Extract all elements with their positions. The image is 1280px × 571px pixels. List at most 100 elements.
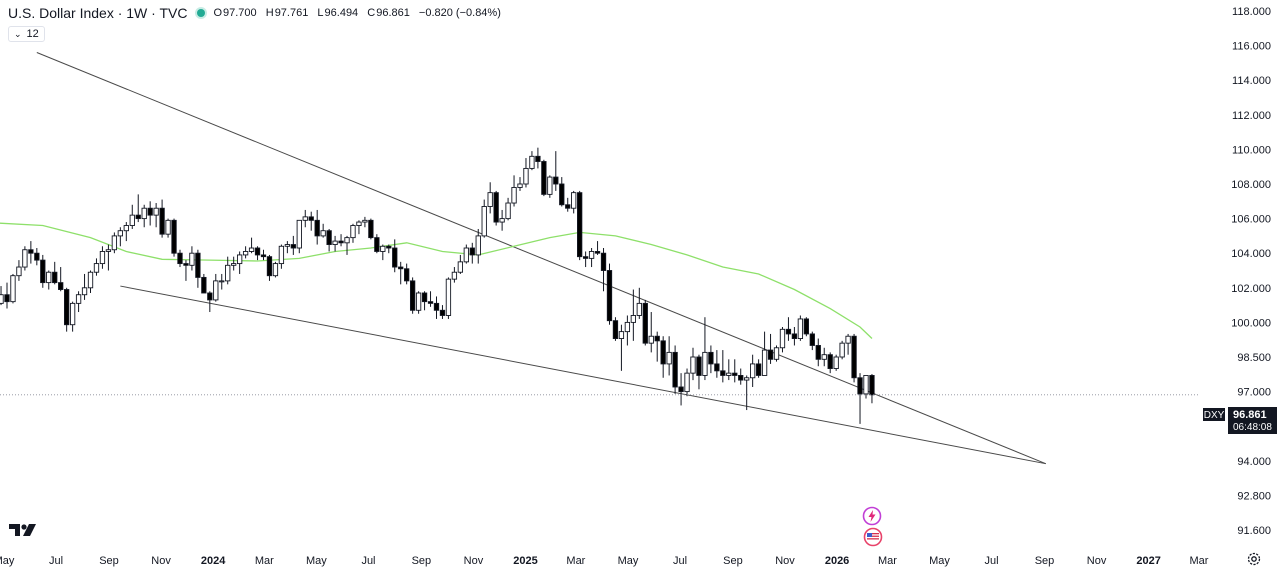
candle-body-down bbox=[827, 354, 833, 369]
candle bbox=[744, 375, 750, 411]
candle bbox=[618, 324, 625, 371]
candle-body-up bbox=[231, 263, 237, 266]
candle bbox=[398, 261, 404, 285]
candle-body-up bbox=[684, 372, 690, 393]
candle-body-up bbox=[517, 183, 523, 188]
candle bbox=[75, 291, 82, 313]
candle-body-up bbox=[457, 261, 464, 273]
candle bbox=[469, 242, 475, 264]
candlestick-series bbox=[0, 147, 875, 424]
candle-body-up bbox=[547, 176, 553, 195]
candle bbox=[815, 338, 821, 367]
symbol-tag-bg bbox=[1203, 408, 1225, 421]
candle-body-down bbox=[427, 301, 434, 304]
tradingview-logo-icon[interactable] bbox=[9, 522, 37, 538]
candle-body-down bbox=[869, 375, 875, 396]
trendline-2[interactable] bbox=[120, 285, 1046, 465]
x-tick-label: Nov bbox=[1087, 555, 1107, 567]
candle-body-down bbox=[815, 345, 821, 360]
market-open-dot-icon bbox=[197, 9, 206, 17]
lightning-event-icon[interactable] bbox=[862, 506, 882, 526]
candle bbox=[439, 305, 446, 319]
candle bbox=[535, 147, 541, 169]
trendline-1[interactable] bbox=[36, 52, 1046, 465]
candle bbox=[571, 190, 577, 214]
candle-body-down bbox=[791, 333, 798, 339]
candle-body-down bbox=[266, 256, 273, 277]
candle bbox=[445, 277, 452, 319]
candle bbox=[642, 299, 648, 346]
candle bbox=[660, 336, 666, 378]
us-flag-event-icon[interactable] bbox=[862, 527, 884, 547]
candle-body-up bbox=[242, 251, 249, 256]
candle-body-down bbox=[326, 230, 332, 246]
candle bbox=[720, 350, 726, 383]
candle-body-up bbox=[648, 335, 654, 344]
candle-body-down bbox=[290, 244, 296, 249]
x-tick-label: 2026 bbox=[825, 555, 849, 567]
candle-body-up bbox=[690, 356, 696, 374]
candle-body-down bbox=[600, 252, 607, 271]
candle bbox=[869, 374, 875, 404]
trendlines[interactable] bbox=[36, 52, 1046, 465]
price-axis[interactable]: 118.000 116.000 114.000 112.000 110.000 108.0… bbox=[1231, 6, 1271, 537]
candle bbox=[463, 244, 469, 264]
candle-body-up bbox=[141, 207, 147, 220]
candle bbox=[123, 222, 129, 242]
candle-body-up bbox=[10, 275, 16, 303]
symbol-header[interactable]: U.S. Dollar Index · 1W · TVC O97.700 H97… bbox=[8, 4, 507, 22]
candle-body-up bbox=[356, 221, 362, 226]
candle bbox=[672, 345, 678, 394]
candle bbox=[547, 175, 553, 198]
chevron-down-icon[interactable]: ⌄ bbox=[14, 28, 22, 39]
candle bbox=[409, 277, 416, 314]
candle bbox=[630, 289, 636, 341]
x-tick-label: Jul bbox=[49, 555, 63, 567]
candle-body-down bbox=[696, 356, 702, 376]
candle bbox=[28, 241, 34, 264]
candle bbox=[505, 197, 511, 221]
candle bbox=[684, 368, 690, 397]
candle-body-down bbox=[803, 318, 809, 335]
y-tick-label: 106.000 bbox=[1231, 214, 1271, 226]
candle-body-up bbox=[213, 280, 219, 301]
candle bbox=[451, 267, 458, 283]
indicator-legend[interactable]: ⌄ 12 bbox=[8, 26, 45, 42]
gear-icon[interactable] bbox=[1246, 551, 1262, 567]
candle-body-up bbox=[487, 192, 493, 207]
candle bbox=[827, 352, 833, 374]
y-tick-label: 110.000 bbox=[1232, 144, 1271, 156]
candle-body-down bbox=[28, 249, 34, 254]
candle-body-up bbox=[93, 263, 100, 273]
candle bbox=[481, 199, 487, 238]
candle-body-down bbox=[642, 302, 648, 344]
candle bbox=[803, 317, 809, 337]
time-axis[interactable]: May Jul Sep Nov 2024 Mar May Jul Sep Nov 2025 Mar Ma… bbox=[0, 555, 1209, 567]
candle bbox=[93, 258, 100, 276]
candle bbox=[404, 263, 410, 285]
y-tick-label: 118.000 bbox=[1232, 6, 1271, 18]
candle bbox=[207, 291, 213, 313]
candle-body-down bbox=[52, 271, 58, 284]
candle-body-up bbox=[105, 249, 112, 252]
candle-body-up bbox=[505, 202, 511, 220]
candle-body-up bbox=[821, 354, 827, 360]
candle-body-up bbox=[332, 240, 338, 245]
x-tick-label: Sep bbox=[99, 555, 119, 567]
candle-body-up bbox=[0, 294, 4, 304]
moving-average-line bbox=[0, 222, 873, 339]
candle-body-up bbox=[111, 235, 118, 251]
candle-body-up bbox=[123, 225, 129, 232]
candle-body-up bbox=[839, 342, 845, 358]
candle bbox=[779, 327, 786, 353]
candle-body-down bbox=[767, 349, 774, 360]
candle-body-up bbox=[451, 271, 458, 280]
candle bbox=[0, 286, 4, 306]
candle-body-down bbox=[606, 270, 613, 322]
candle-body-up bbox=[481, 206, 487, 237]
symbol-title[interactable]: U.S. Dollar Index · 1W · TVC bbox=[8, 5, 188, 21]
candle-body-up bbox=[475, 235, 481, 256]
candle bbox=[821, 347, 827, 367]
candle-body-up bbox=[153, 207, 159, 216]
